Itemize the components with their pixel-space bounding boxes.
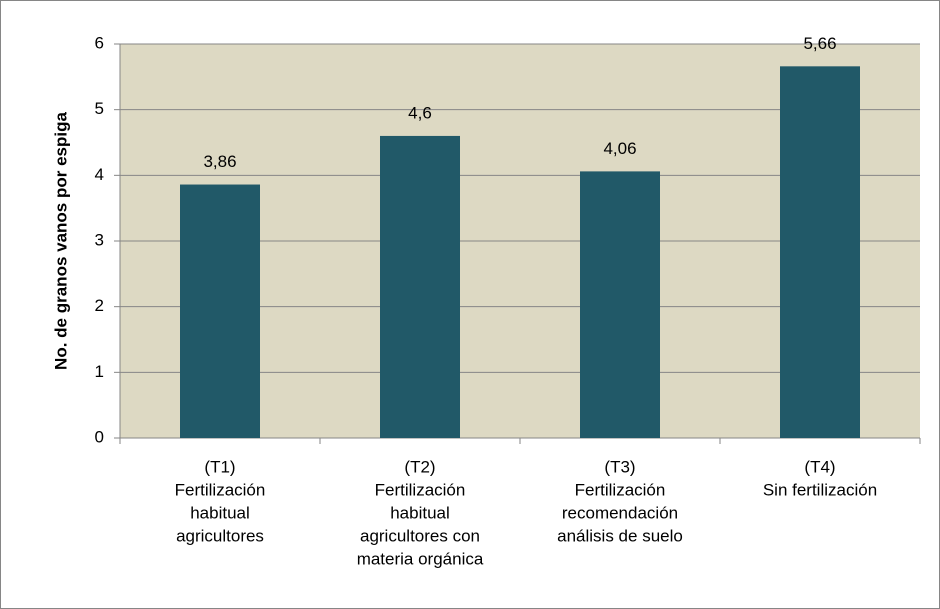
bar bbox=[380, 135, 460, 438]
data-label: 5,66 bbox=[803, 34, 836, 53]
x-tick-label: (T4) bbox=[804, 457, 835, 476]
bar bbox=[180, 184, 260, 438]
x-tick-label: habitual bbox=[390, 503, 450, 522]
x-tick-label: Fertilización bbox=[575, 480, 666, 499]
x-tick-label: Sin fertilización bbox=[763, 480, 877, 499]
x-tick-label: Fertilización bbox=[175, 480, 266, 499]
y-tick-label: 6 bbox=[95, 33, 104, 52]
x-tick-label: agricultores con bbox=[360, 526, 480, 545]
x-tick-label: recomendación bbox=[562, 503, 678, 522]
y-tick-label: 1 bbox=[95, 362, 104, 381]
bar bbox=[580, 171, 660, 439]
data-label: 3,86 bbox=[203, 152, 236, 171]
x-tick-label: materia orgánica bbox=[357, 549, 484, 568]
data-label: 4,6 bbox=[408, 103, 432, 122]
y-tick-label: 5 bbox=[95, 99, 104, 118]
data-label: 4,06 bbox=[603, 139, 636, 158]
y-tick-label: 2 bbox=[95, 296, 104, 315]
x-tick-label: Fertilización bbox=[375, 480, 466, 499]
y-tick-label: 3 bbox=[95, 230, 104, 249]
y-axis-label: No. de granos vanos por espiga bbox=[51, 112, 70, 370]
x-tick-label: (T2) bbox=[404, 457, 435, 476]
x-tick-label: agricultores bbox=[176, 526, 264, 545]
x-tick-label: (T1) bbox=[204, 457, 235, 476]
y-tick-label: 4 bbox=[95, 165, 104, 184]
x-tick-label: análisis de suelo bbox=[557, 526, 683, 545]
x-tick-label: habitual bbox=[190, 503, 250, 522]
x-tick-label: (T3) bbox=[604, 457, 635, 476]
bar bbox=[780, 66, 860, 439]
y-tick-label: 0 bbox=[95, 427, 104, 446]
